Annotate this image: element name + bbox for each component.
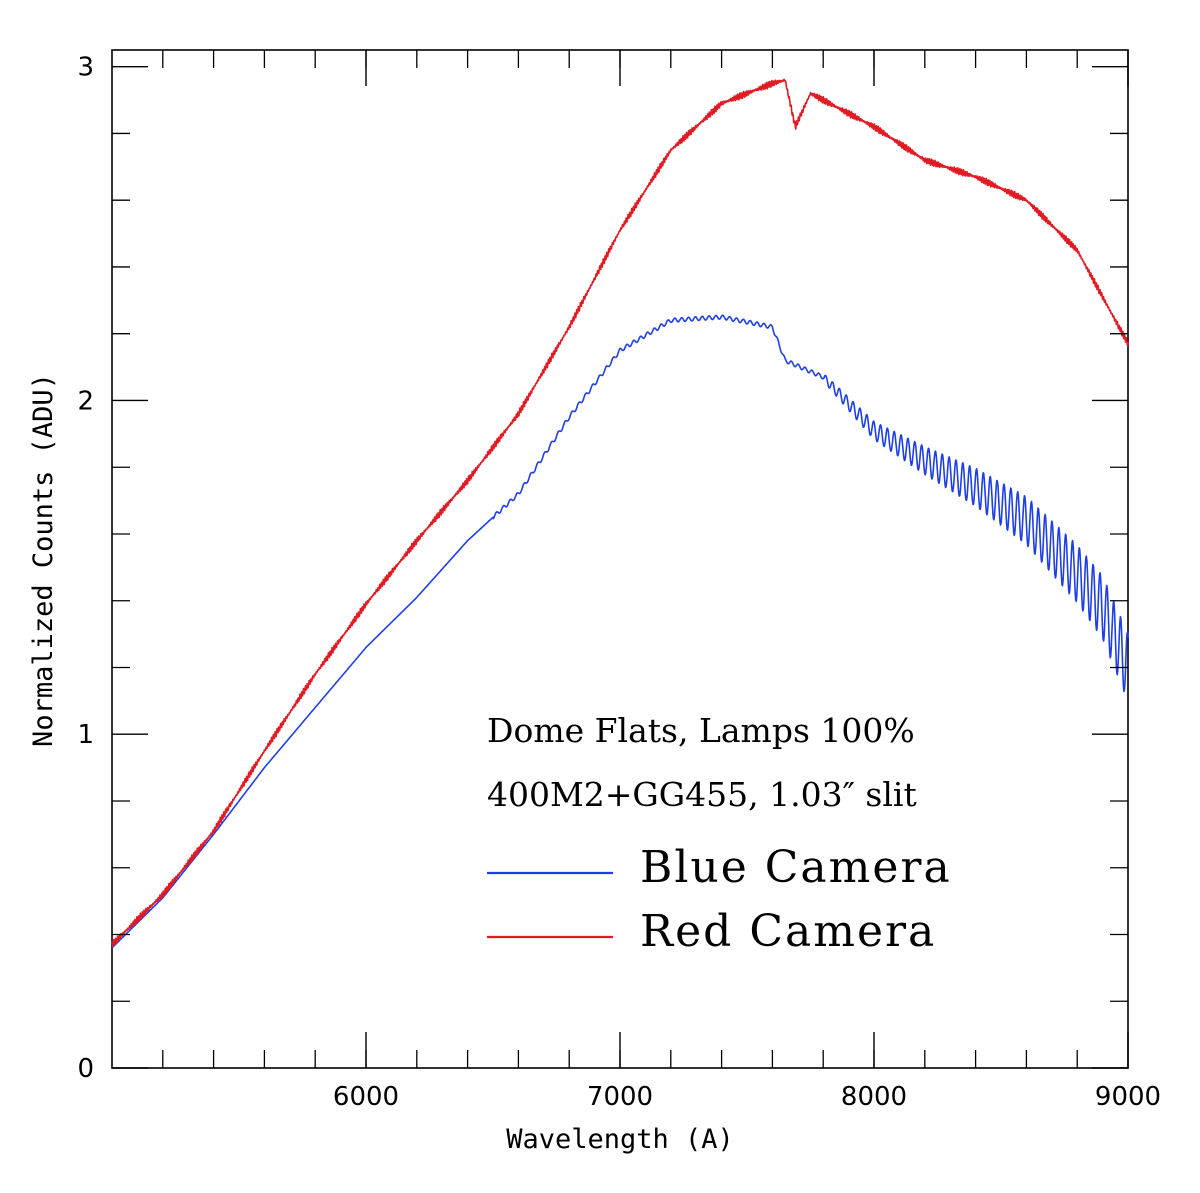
legend: Blue Camera Red Camera (487, 842, 952, 957)
y-tick-label: 3 (77, 53, 94, 83)
legend-label-red-camera: Red Camera (640, 906, 936, 957)
plot-frame-layer (111, 49, 1129, 1069)
y-tick-label: 0 (77, 1054, 94, 1084)
annotation-setup: 400M2+GG455, 1.03″ slit (487, 775, 917, 814)
x-tick-label: 7000 (587, 1082, 653, 1112)
series-line-red-camera (111, 78, 1129, 948)
y-axis-title: Normalized Counts (ADU) (28, 373, 59, 747)
x-tick-label: 6000 (333, 1082, 399, 1112)
tick-layer: 6000 7000 8000 9000 0 1 2 3 (77, 50, 1161, 1112)
y-tick-label: 2 (77, 386, 94, 416)
annotation-conditions: Dome Flats, Lamps 100% (487, 711, 915, 750)
x-tick-label: 8000 (841, 1082, 907, 1112)
plot-frame (111, 49, 1129, 1069)
series-line-blue-camera (111, 314, 1129, 949)
y-tick-label: 1 (77, 720, 94, 750)
series-layer (111, 78, 1129, 949)
x-axis-title: Wavelength (A) (506, 1124, 734, 1155)
x-tick-label: 9000 (1095, 1082, 1161, 1112)
legend-label-blue-camera: Blue Camera (640, 842, 952, 893)
